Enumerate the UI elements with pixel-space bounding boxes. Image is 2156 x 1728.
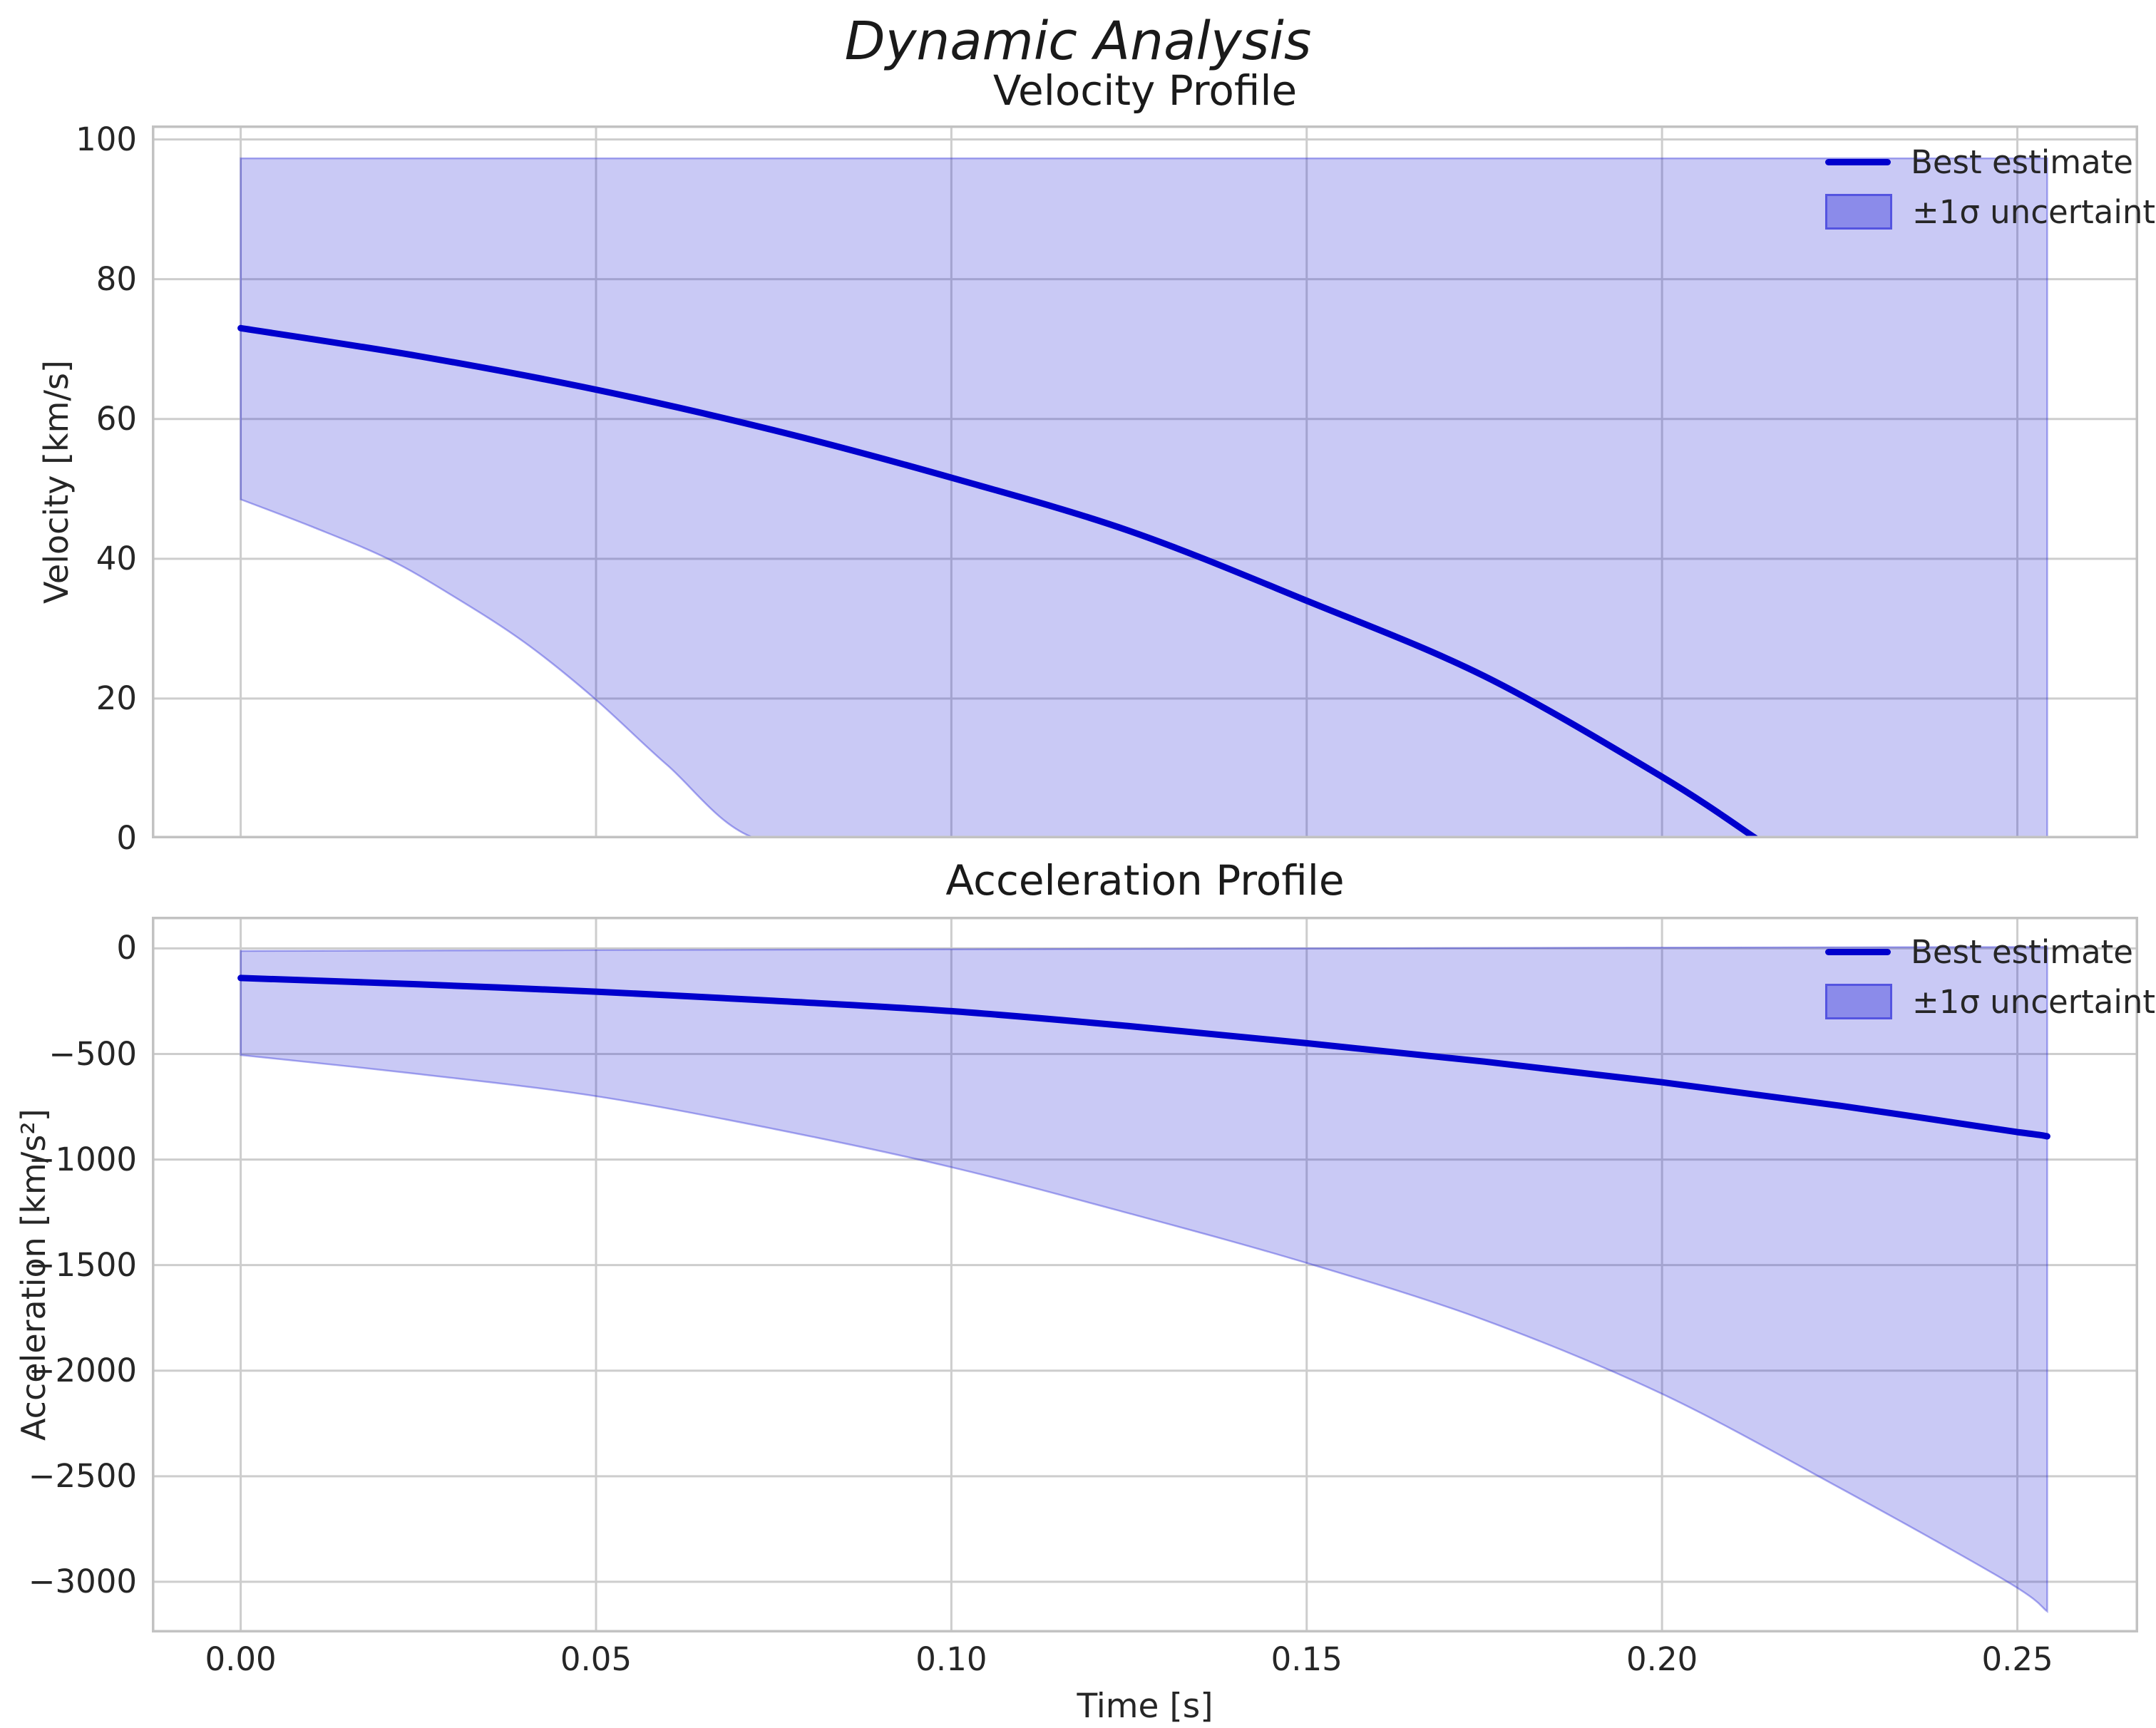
y-tick-label: 100 (76, 120, 137, 158)
figure-title: Dynamic Analysis (844, 11, 1312, 72)
legend-item-best-estimate: Best estimate (1825, 140, 2139, 184)
legend-label: Best estimate (1911, 932, 2133, 971)
acceleration-legend: Best estimate ±1σ uncertainty (1825, 930, 2156, 1029)
best-estimate-line (237, 974, 2050, 1140)
best-estimate-line (237, 324, 1760, 838)
x-tick-label: 0.10 (915, 1640, 987, 1678)
uncertainty-band (240, 157, 2048, 838)
x-tick-label: 0.25 (1981, 1640, 2053, 1678)
uncertainty-band-swatch (1825, 984, 1892, 1019)
axes-frame (152, 125, 2138, 838)
legend-label: ±1σ uncertainty (1912, 192, 2156, 231)
y-tick-label: 0 (116, 819, 137, 857)
y-tick-label: −2000 (28, 1351, 137, 1389)
uncertainty-band-swatch (1825, 194, 1892, 230)
x-axis-label: Time [s] (1077, 1687, 1213, 1726)
velocity-y-axis-label: Velocity [km/s] (37, 360, 76, 604)
legend-item-uncertainty: ±1σ uncertainty (1825, 979, 2156, 1024)
best-estimate-line-swatch (1825, 948, 1891, 955)
velocity-subplot-title: Velocity Profile (992, 66, 1298, 115)
legend-item-uncertainty: ±1σ uncertainty (1825, 190, 2156, 234)
legend-label: Best estimate (1911, 143, 2133, 181)
x-tick-label: 0.15 (1270, 1640, 1343, 1678)
acceleration-plot-area (152, 917, 2138, 1632)
y-tick-label: −500 (48, 1034, 137, 1073)
y-tick-label: 20 (96, 679, 137, 717)
axes-frame (152, 917, 2138, 1632)
acceleration-subplot-title: Acceleration Profile (945, 856, 1345, 905)
x-tick-label: 0.05 (560, 1640, 632, 1678)
y-tick-label: 40 (96, 539, 137, 577)
y-tick-label: 60 (96, 399, 137, 438)
y-tick-label: −1000 (28, 1140, 137, 1178)
y-tick-label: −1500 (28, 1245, 137, 1284)
legend-item-best-estimate: Best estimate (1825, 930, 2139, 974)
y-tick-label: −3000 (28, 1562, 137, 1600)
legend-label: ±1σ uncertainty (1912, 982, 2156, 1021)
x-tick-label: 0.20 (1626, 1640, 1698, 1678)
y-tick-label: 80 (96, 259, 137, 298)
velocity-legend: Best estimate ±1σ uncertainty (1825, 140, 2156, 240)
y-tick-label: −2500 (28, 1456, 137, 1495)
x-tick-labels: 0.00 0.05 0.10 0.15 0.20 0.25 (152, 1640, 2138, 1682)
x-tick-label: 0.00 (205, 1640, 277, 1678)
velocity-plot-area (152, 125, 2138, 838)
y-tick-label: 0 (116, 929, 137, 967)
uncertainty-band (240, 946, 2048, 1613)
best-estimate-line-swatch (1825, 158, 1891, 165)
